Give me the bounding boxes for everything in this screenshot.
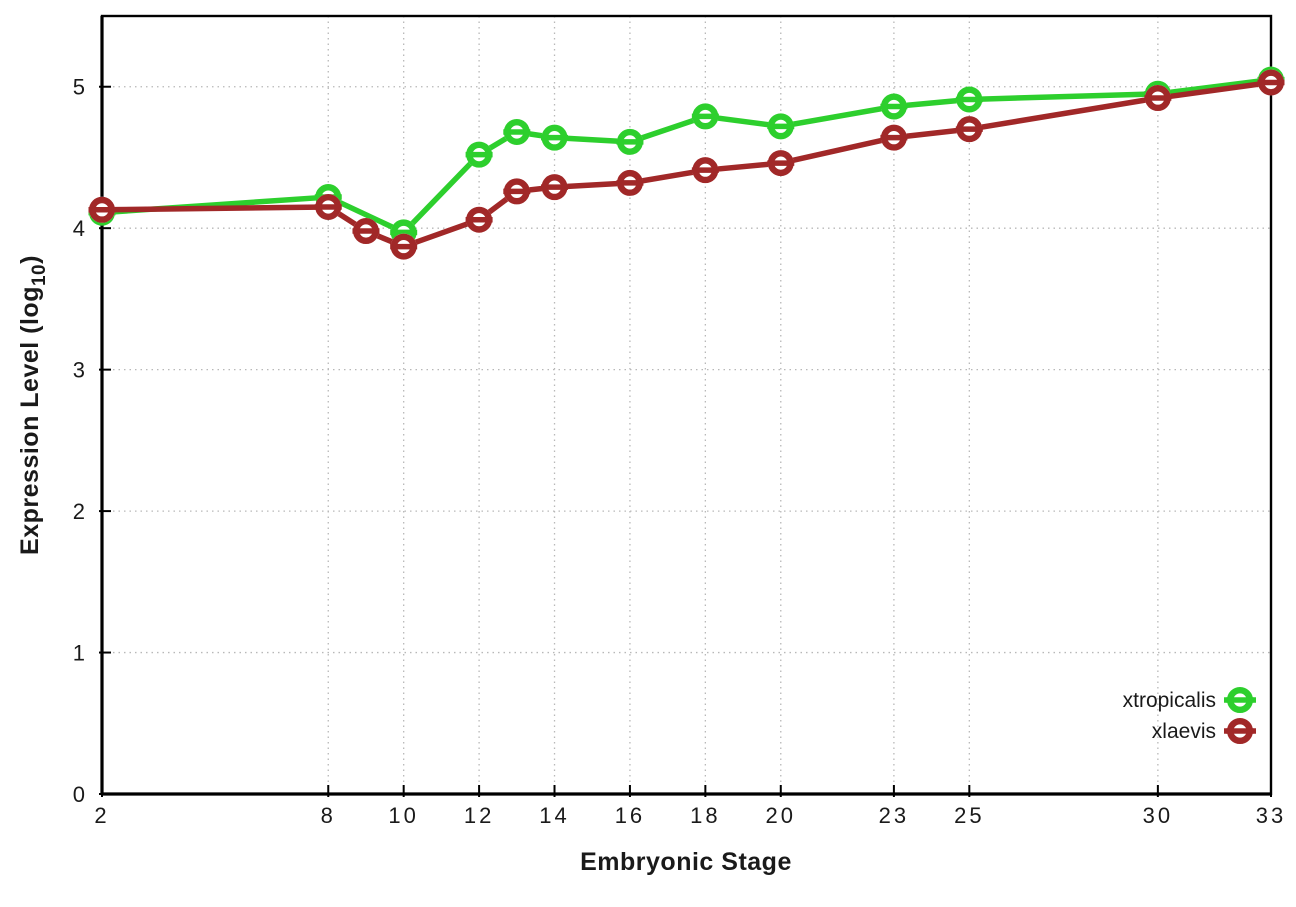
marker-ring bbox=[956, 116, 983, 143]
data-point-marker-xlaevis bbox=[541, 174, 569, 201]
marker-ring bbox=[767, 113, 794, 140]
marker-ring bbox=[503, 178, 530, 205]
data-point-marker-legend-xtropicalis bbox=[1226, 687, 1254, 714]
legend-entry-xlaevis: xlaevis bbox=[1152, 718, 1256, 745]
data-point-marker-xlaevis bbox=[352, 218, 380, 245]
marker-ring bbox=[390, 233, 417, 260]
marker-ring bbox=[466, 141, 493, 168]
y-tick-label: 2 bbox=[73, 499, 88, 524]
legend-entry-xtropicalis: xtropicalis bbox=[1123, 687, 1256, 714]
legend-label-xlaevis: xlaevis bbox=[1152, 720, 1216, 743]
grid-layer bbox=[101, 16, 1272, 795]
x-tick-label: 8 bbox=[321, 803, 336, 828]
marker-ring bbox=[616, 169, 643, 196]
data-point-marker-xlaevis bbox=[880, 124, 908, 151]
marker-ring bbox=[767, 150, 794, 177]
legend-label-xtropicalis: xtropicalis bbox=[1123, 689, 1216, 712]
y-axis-label: Expression Level (log10) bbox=[16, 255, 50, 555]
series-layer bbox=[88, 66, 1285, 260]
marker-ring bbox=[692, 157, 719, 184]
data-point-marker-xlaevis bbox=[1144, 85, 1172, 112]
y-tick-label: 1 bbox=[73, 641, 88, 666]
marker-ring bbox=[880, 93, 907, 120]
marker-ring bbox=[315, 193, 342, 220]
data-point-marker-xlaevis bbox=[390, 233, 418, 260]
x-tick-label: 18 bbox=[690, 803, 720, 828]
x-tick-label: 16 bbox=[615, 803, 645, 828]
x-axis-label: Embryonic Stage bbox=[580, 848, 792, 876]
marker-ring bbox=[466, 206, 493, 233]
y-tick-label: 0 bbox=[73, 782, 88, 807]
y-axis-label-subscript: 10 bbox=[29, 264, 50, 286]
marker-ring bbox=[352, 218, 379, 245]
data-point-marker-xlaevis bbox=[88, 196, 116, 223]
marker-ring bbox=[88, 196, 115, 223]
y-axis-label-close: ) bbox=[16, 255, 44, 264]
data-point-marker-xtropicalis bbox=[767, 113, 795, 140]
x-tick-label: 2 bbox=[94, 803, 109, 828]
x-tick-label: 33 bbox=[1256, 803, 1286, 828]
marker-ring bbox=[880, 124, 907, 151]
data-point-marker-xtropicalis bbox=[955, 86, 983, 113]
x-tick-label: 10 bbox=[388, 803, 418, 828]
data-point-marker-xlaevis bbox=[691, 157, 719, 184]
data-point-marker-xlaevis bbox=[503, 178, 531, 205]
y-tick-label: 5 bbox=[73, 75, 88, 100]
data-point-marker-xlaevis bbox=[767, 150, 795, 177]
data-point-marker-xtropicalis bbox=[616, 128, 644, 155]
plot-border bbox=[100, 14, 1273, 796]
data-point-marker-xtropicalis bbox=[691, 103, 719, 130]
y-tick-label: 4 bbox=[73, 216, 88, 241]
x-tick-label: 25 bbox=[954, 803, 984, 828]
data-point-marker-xlaevis bbox=[616, 169, 644, 196]
marker-ring bbox=[1144, 85, 1171, 112]
marker-ring bbox=[541, 174, 568, 201]
data-point-marker-xtropicalis bbox=[503, 118, 531, 145]
x-tick-label: 23 bbox=[879, 803, 909, 828]
y-axis-label-text: Expression Level (log bbox=[16, 286, 44, 555]
marker-ring bbox=[956, 86, 983, 113]
data-point-marker-xlaevis bbox=[314, 193, 342, 220]
data-point-marker-legend-xlaevis bbox=[1226, 718, 1254, 745]
data-point-marker-xlaevis bbox=[1257, 69, 1285, 96]
marker-ring bbox=[1226, 687, 1253, 714]
marker-ring bbox=[616, 128, 643, 155]
marker-ring bbox=[692, 103, 719, 130]
data-point-marker-xtropicalis bbox=[880, 93, 908, 120]
data-point-marker-xlaevis bbox=[465, 206, 493, 233]
series-line-xlaevis bbox=[99, 79, 1274, 250]
x-tick-label: 14 bbox=[539, 803, 569, 828]
marker-ring bbox=[1226, 718, 1253, 745]
y-tick-label: 3 bbox=[73, 358, 88, 383]
marker-ring bbox=[1257, 69, 1284, 96]
x-tick-label: 30 bbox=[1143, 803, 1173, 828]
marker-ring bbox=[503, 118, 530, 145]
data-point-marker-xlaevis bbox=[955, 116, 983, 143]
legend: xtropicalis xlaevis bbox=[1123, 687, 1256, 745]
x-tick-label: 12 bbox=[464, 803, 494, 828]
x-tick-label: 20 bbox=[766, 803, 796, 828]
data-point-marker-xtropicalis bbox=[541, 124, 569, 151]
marker-ring bbox=[541, 124, 568, 151]
data-point-marker-xtropicalis bbox=[465, 141, 493, 168]
